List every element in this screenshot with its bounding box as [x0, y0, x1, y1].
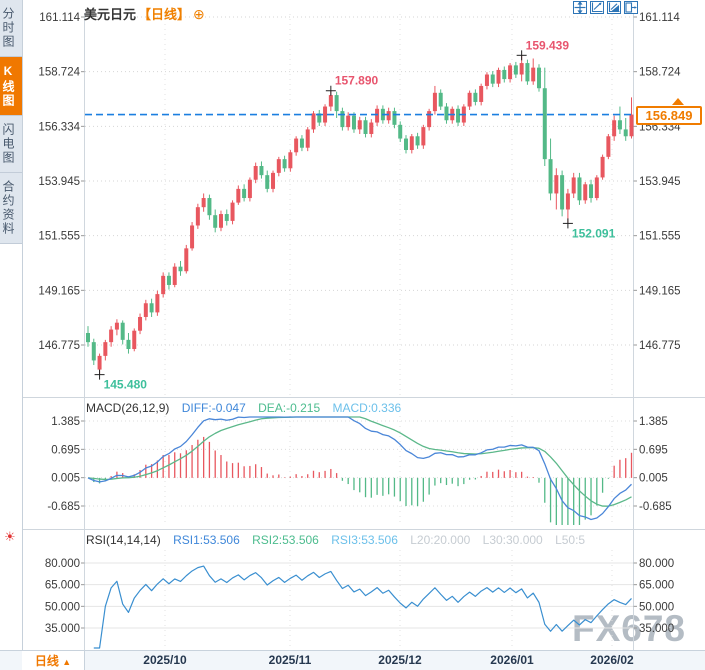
add-indicator-icon[interactable]: ⊕	[193, 6, 205, 22]
x-axis-label: 2025/10	[143, 653, 187, 667]
gridlines	[85, 14, 633, 648]
svg-text:153.945: 153.945	[38, 176, 80, 188]
svg-text:-0.685: -0.685	[639, 501, 672, 513]
price-tag-arrow-icon	[672, 98, 684, 105]
svg-text:80.000: 80.000	[45, 558, 80, 570]
svg-text:1.385: 1.385	[639, 416, 668, 428]
sidebar-tab-kline-chart[interactable]: K线图	[0, 57, 22, 116]
svg-text:65.000: 65.000	[45, 580, 80, 592]
rsi-l30-value: L30:30.000	[482, 533, 543, 547]
macd-histogram	[93, 436, 633, 525]
period-selector-arrow-icon: ▲	[62, 657, 72, 667]
macd-dea-value: DEA:-0.215	[258, 401, 321, 415]
svg-text:80.000: 80.000	[639, 558, 674, 570]
price-annotations: 157.890 159.439 152.091 145.480	[94, 38, 616, 392]
fx678-watermark: FX678	[572, 608, 687, 649]
sidebar-tab-lightning-chart[interactable]: 闪电图	[0, 116, 22, 173]
macd-title: MACD(26,12,9)	[86, 401, 170, 415]
svg-text:151.555: 151.555	[639, 231, 681, 243]
x-axis-label: 2025/12	[378, 653, 422, 667]
rsi-l50-value: L50:5	[555, 533, 586, 547]
svg-text:50.000: 50.000	[45, 601, 80, 613]
svg-text:35.000: 35.000	[45, 623, 80, 635]
svg-text:158.724: 158.724	[639, 67, 681, 79]
svg-text:151.555: 151.555	[38, 231, 80, 243]
period-selector-label: 日线	[34, 654, 59, 668]
svg-text:-0.685: -0.685	[47, 501, 80, 513]
candlestick-series	[86, 55, 634, 375]
svg-text:161.114: 161.114	[639, 12, 680, 24]
sidebar-tab-contract-info[interactable]: 合约资料	[0, 173, 22, 244]
indicator-settings-icon[interactable]: ☀	[4, 529, 16, 544]
macd-macd-value: MACD:0.336	[332, 401, 402, 415]
macd-diff-value: DIFF:-0.047	[181, 401, 246, 415]
sidebar: 分时图 K线图 闪电图 合约资料 ☀	[0, 0, 23, 670]
svg-text:0.005: 0.005	[51, 473, 80, 485]
svg-text:158.724: 158.724	[38, 67, 80, 79]
x-axis-label: 2025/11	[268, 653, 312, 667]
svg-text:50.000: 50.000	[639, 601, 674, 613]
svg-text:0.695: 0.695	[639, 444, 668, 456]
svg-text:153.945: 153.945	[639, 176, 681, 188]
svg-text:157.890: 157.890	[335, 74, 379, 88]
current-price-tag: 156.849	[636, 106, 702, 125]
rsi3-value: RSI3:53.506	[331, 533, 398, 547]
x-axis-label: 2026/02	[590, 653, 634, 667]
x-axis-label: 2026/01	[490, 653, 534, 667]
svg-text:161.114: 161.114	[39, 12, 80, 24]
rsi-title: RSI(14,14,14)	[86, 533, 161, 547]
pan-crosshair-icon[interactable]	[573, 1, 587, 14]
exit-chart-icon[interactable]	[624, 1, 638, 14]
scale-y-axis-icon[interactable]	[607, 1, 621, 14]
svg-text:145.480: 145.480	[104, 378, 148, 392]
svg-text:149.165: 149.165	[639, 285, 681, 297]
macd-header: MACD(26,12,9) DIFF:-0.047 DEA:-0.215 MAC…	[86, 401, 401, 415]
rsi-header: RSI(14,14,14) RSI1:53.506 RSI2:53.506 RS…	[86, 533, 585, 547]
macd-lines	[87, 416, 632, 521]
rsi-l20-value: L20:20.000	[410, 533, 471, 547]
svg-text:156.334: 156.334	[38, 121, 80, 133]
rsi1-value: RSI1:53.506	[173, 533, 240, 547]
svg-text:146.775: 146.775	[639, 340, 681, 352]
svg-text:0.005: 0.005	[639, 473, 668, 485]
svg-text:149.165: 149.165	[38, 285, 80, 297]
svg-text:0.695: 0.695	[51, 444, 80, 456]
rsi2-value: RSI2:53.506	[252, 533, 319, 547]
rsi-line	[93, 565, 632, 649]
svg-text:65.000: 65.000	[639, 580, 674, 592]
svg-text:152.091: 152.091	[572, 226, 616, 240]
chart-toolbar	[573, 1, 638, 14]
chart-title: 美元日元 【日线】 ⊕	[84, 4, 205, 23]
time-axis-bar: 日线 ▲ 2025/10 2025/11 2025/12 2026/01 202…	[0, 650, 705, 670]
sidebar-tab-time-chart[interactable]: 分时图	[0, 0, 22, 57]
svg-text:159.439: 159.439	[526, 38, 570, 52]
period-selector-button[interactable]: 日线 ▲	[22, 651, 85, 670]
svg-text:1.385: 1.385	[51, 416, 80, 428]
svg-text:146.775: 146.775	[38, 340, 80, 352]
symbol-name: 美元日元	[84, 7, 137, 22]
scale-x-axis-icon[interactable]	[590, 1, 604, 14]
svg-text:35.000: 35.000	[639, 623, 674, 635]
period-tag: 【日线】	[138, 7, 191, 22]
